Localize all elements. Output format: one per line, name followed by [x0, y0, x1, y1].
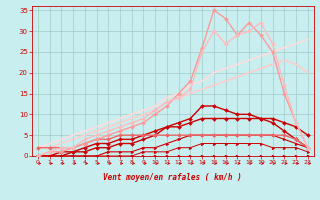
- X-axis label: Vent moyen/en rafales ( km/h ): Vent moyen/en rafales ( km/h ): [103, 174, 242, 183]
